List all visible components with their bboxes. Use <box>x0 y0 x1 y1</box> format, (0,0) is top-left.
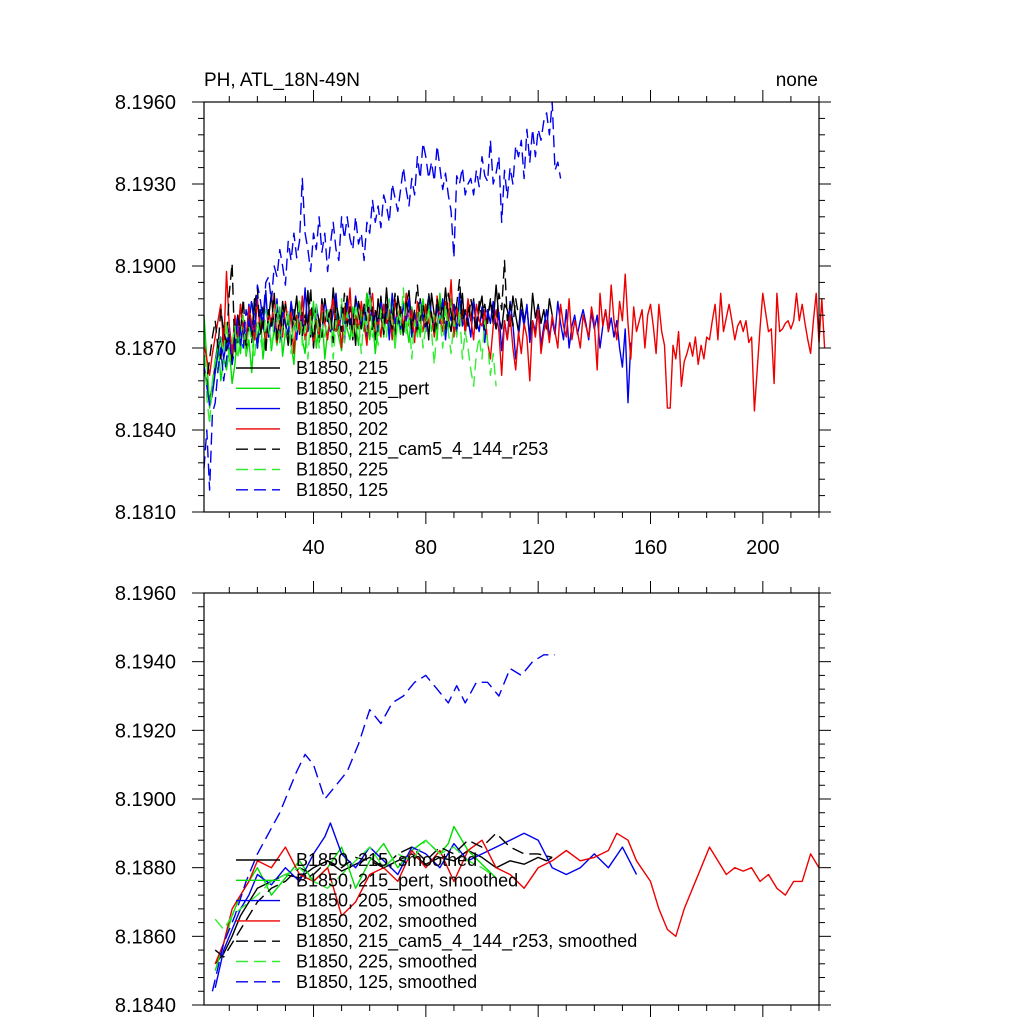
legend-label-b1850-215-cam5-4-144-r253-smoothed: B1850, 215_cam5_4_144_r253, smoothed <box>296 931 637 952</box>
legend-label-b1850-215-smoothed: B1850, 215, smoothed <box>296 850 477 870</box>
legend-label-b1850-125-smoothed: B1850, 125, smoothed <box>296 972 477 992</box>
x-tick-label: 80 <box>415 537 437 559</box>
legend-label-b1850-215-pert-smoothed: B1850, 215_pert, smoothed <box>296 870 518 891</box>
bottom-panel-ticks: 8.1840 8.1860 8.1880 8.1900 8.1920 8.1940 8.19… <box>115 581 831 1017</box>
legend-label-b1850-225: B1850, 225 <box>296 460 388 480</box>
series-line-b1850-215-cam5-4-144-r253 <box>203 259 520 382</box>
series-line-b1850-125-smoothed <box>211 654 555 992</box>
x-tick-label: 120 <box>521 537 554 559</box>
y-tick-label: 8.1920 <box>115 720 176 742</box>
top-panel-title-left: PH, ATL_18N-49N <box>204 70 360 91</box>
x-tick-label: 40 <box>302 537 324 559</box>
series-line-b1850-215-smoothed <box>214 849 553 965</box>
top-panel-frame <box>203 101 820 513</box>
top-panel-ticks: 8.1810 8.1840 8.1870 8.1900 8.1930 8.1960 40 80… <box>115 90 831 559</box>
y-tick-label: 8.1940 <box>115 652 176 674</box>
series-line-b1850-202 <box>203 270 826 412</box>
legend-label-b1850-205-smoothed: B1850, 205, smoothed <box>296 891 477 911</box>
series-line-b1850-225-smoothed <box>214 839 497 931</box>
legend-label-b1850-205: B1850, 205 <box>296 399 388 419</box>
top-panel-series <box>203 101 826 491</box>
y-tick-label: 8.1840 <box>115 420 176 442</box>
y-tick-label: 8.1860 <box>115 926 176 948</box>
y-tick-label: 8.1880 <box>115 858 176 880</box>
legend-label-b1850-202: B1850, 202 <box>296 419 388 439</box>
y-tick-label: 8.1960 <box>115 92 176 114</box>
legend-label-b1850-125: B1850, 125 <box>296 480 388 500</box>
x-tick-label: 200 <box>746 537 779 559</box>
y-tick-label: 8.1870 <box>115 338 176 360</box>
bottom-panel: 8.1840 8.1860 8.1880 8.1900 8.1920 8.1940 8.19… <box>115 581 831 1017</box>
legend-label-b1850-202-smoothed: B1850, 202, smoothed <box>296 911 477 931</box>
y-tick-label: 8.1960 <box>115 583 176 605</box>
legend-label-b1850-215: B1850, 215 <box>296 358 388 378</box>
y-tick-label: 8.1840 <box>115 995 176 1017</box>
legend-label-b1850-225-smoothed: B1850, 225, smoothed <box>296 952 477 972</box>
legend-label-b1850-215-cam5-4-144-r253: B1850, 215_cam5_4_144_r253 <box>296 439 548 460</box>
y-tick-label: 8.1810 <box>115 502 176 524</box>
x-tick-label: 160 <box>634 537 667 559</box>
series-line-b1850-225 <box>203 287 497 426</box>
top-panel-title-right: none <box>776 70 818 91</box>
y-tick-label: 8.1930 <box>115 174 176 196</box>
y-tick-label: 8.1900 <box>115 256 176 278</box>
y-tick-label: 8.1900 <box>115 789 176 811</box>
series-line-b1850-215-cam5-4-144-r253-smoothed <box>214 832 553 958</box>
legend-label-b1850-215-pert: B1850, 215_pert <box>296 378 429 399</box>
series-line-b1850-125 <box>203 101 562 491</box>
top-panel: PH, ATL_18N-49N none 8.18108.18408.18708… <box>115 70 831 559</box>
